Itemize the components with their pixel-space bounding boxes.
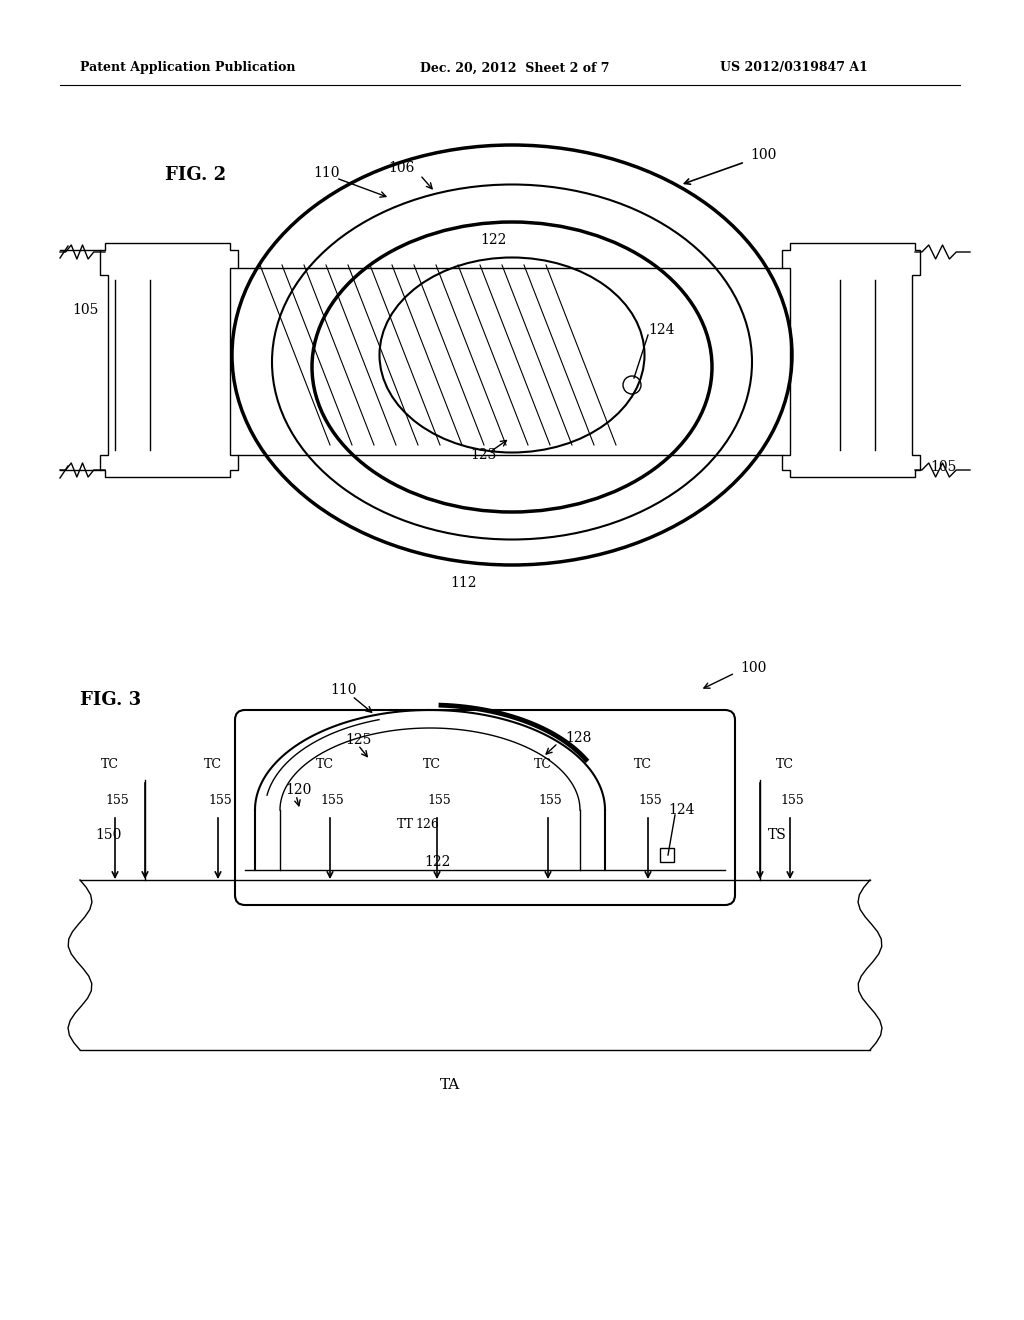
Text: TC: TC — [776, 759, 794, 771]
Text: US 2012/0319847 A1: US 2012/0319847 A1 — [720, 62, 868, 74]
Text: Patent Application Publication: Patent Application Publication — [80, 62, 296, 74]
Text: 110: 110 — [313, 166, 340, 180]
Text: TC: TC — [634, 759, 652, 771]
Text: 155: 155 — [105, 793, 129, 807]
Text: 105: 105 — [72, 304, 98, 317]
Text: FIG. 3: FIG. 3 — [80, 690, 141, 709]
Text: 100: 100 — [750, 148, 776, 162]
Text: TS: TS — [768, 828, 786, 842]
Text: Dec. 20, 2012  Sheet 2 of 7: Dec. 20, 2012 Sheet 2 of 7 — [420, 62, 609, 74]
Text: TA: TA — [440, 1078, 460, 1092]
Text: 110: 110 — [330, 682, 356, 697]
Text: TC: TC — [204, 759, 222, 771]
Text: TC: TC — [534, 759, 552, 771]
Text: 155: 155 — [427, 793, 451, 807]
Text: 124: 124 — [668, 803, 694, 817]
Text: TT: TT — [397, 818, 414, 832]
Text: 150: 150 — [95, 828, 122, 842]
Text: 106: 106 — [388, 161, 415, 176]
Text: 122: 122 — [480, 234, 507, 247]
Text: 155: 155 — [638, 793, 662, 807]
Text: TC: TC — [423, 759, 441, 771]
Text: FIG. 2: FIG. 2 — [165, 166, 226, 183]
Text: 155: 155 — [319, 793, 344, 807]
Text: 105: 105 — [930, 459, 956, 474]
Text: 124: 124 — [648, 323, 675, 337]
Text: 122: 122 — [424, 855, 451, 869]
Text: 155: 155 — [780, 793, 804, 807]
Text: 126: 126 — [415, 818, 439, 832]
Text: 125: 125 — [345, 733, 372, 747]
Text: 123: 123 — [470, 447, 497, 462]
Text: 100: 100 — [740, 661, 766, 675]
Text: 128: 128 — [565, 731, 592, 744]
Text: 155: 155 — [208, 793, 231, 807]
Text: TC: TC — [101, 759, 119, 771]
Text: 120: 120 — [285, 783, 311, 797]
Text: TC: TC — [316, 759, 334, 771]
Text: 112: 112 — [450, 576, 476, 590]
Text: 155: 155 — [538, 793, 562, 807]
